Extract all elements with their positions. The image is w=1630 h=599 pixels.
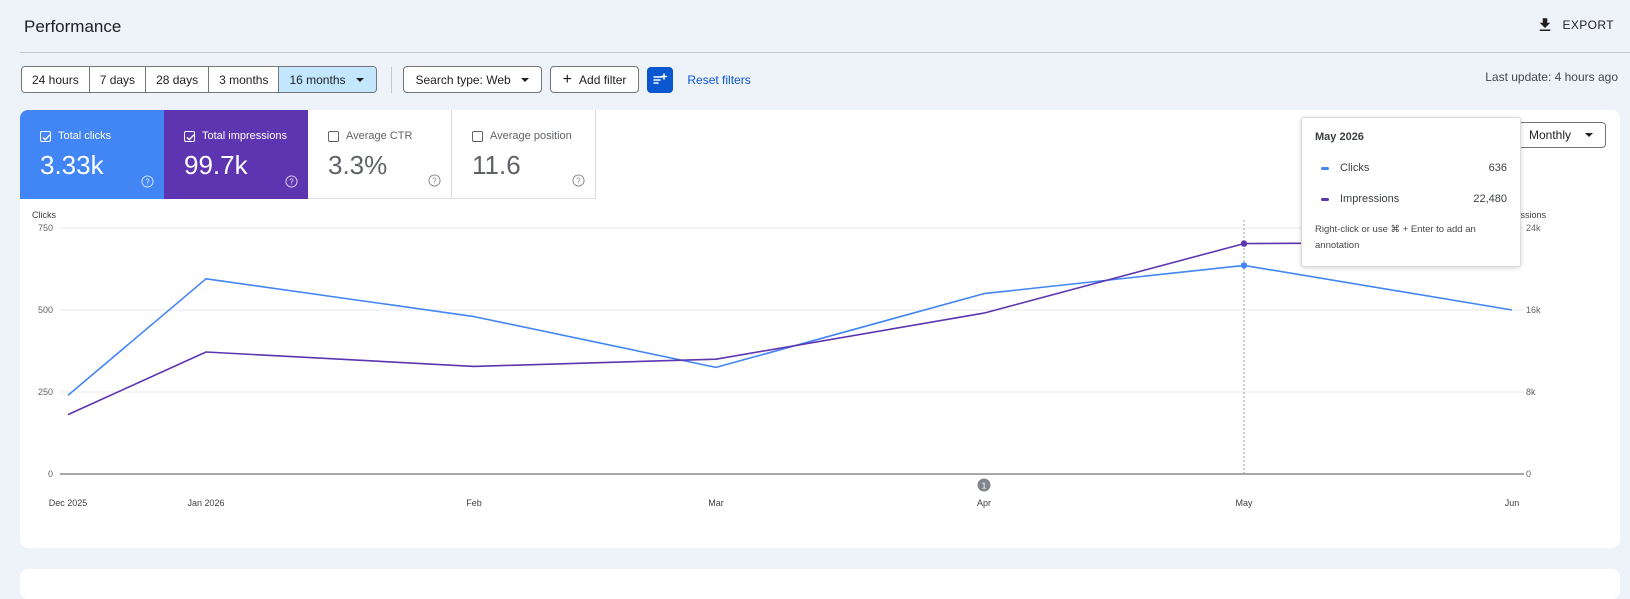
- toolbar: 24 hours 7 days 28 days 3 months 16 mont…: [21, 66, 751, 93]
- x-tick-label: Jan 2026: [187, 498, 224, 508]
- granularity-label: Monthly: [1528, 128, 1571, 142]
- tooltip-hint: Right-click or use ⌘ + Enter to add an a…: [1315, 224, 1476, 251]
- checkbox-unchecked-icon[interactable]: [472, 130, 483, 142]
- help-icon[interactable]: ?: [141, 175, 154, 188]
- tooltip-row-name: Clicks: [1340, 162, 1370, 174]
- metric-total-impressions[interactable]: Total impressions 99.7k ?: [164, 110, 308, 199]
- x-tick-label: Mar: [708, 498, 724, 508]
- svg-text:?: ?: [432, 176, 437, 185]
- help-icon[interactable]: ?: [428, 174, 441, 187]
- metric-value: 11.6: [472, 150, 521, 180]
- svg-text:?: ?: [576, 176, 581, 185]
- search-type-label: Search type: Web: [415, 72, 511, 87]
- hover-point-impressions: [1240, 240, 1248, 247]
- checkbox-checked-icon[interactable]: [184, 130, 195, 142]
- download-icon: [1540, 18, 1551, 31]
- metric-cards: Total clicks 3.33k ? Total impressions 9…: [20, 110, 596, 199]
- toolbar-divider: [390, 66, 392, 93]
- annotation-marker: [977, 478, 991, 492]
- tooltip-row-value: 22,480: [1473, 193, 1507, 205]
- tooltip-row-clicks: Clicks 636: [1315, 162, 1507, 174]
- checkbox-checked-icon[interactable]: [40, 130, 51, 142]
- x-tick-label: Feb: [466, 498, 482, 508]
- series-line-clicks: [67, 264, 1513, 396]
- metric-label: Average CTR: [346, 130, 413, 142]
- granularity-dropdown[interactable]: Monthly: [1515, 122, 1606, 148]
- last-update-text: Last update: 4 hours ago: [1485, 70, 1618, 84]
- x-tick-label: May: [1235, 498, 1253, 508]
- hover-point-clicks: [1240, 262, 1248, 269]
- metric-total-clicks[interactable]: Total clicks 3.33k ?: [20, 110, 164, 199]
- chart-tooltip: May 2026 Clicks 636 Impressions 22,480 R…: [1301, 117, 1521, 267]
- y-tick-right: 24k: [1526, 223, 1541, 233]
- plus-icon: +: [562, 70, 573, 88]
- add-filter-label: Add filter: [579, 72, 627, 87]
- performance-line-chart: 0 250 500 750 0 8k 16k 24k Clicks Impressions Dec …: [32, 210, 1547, 508]
- series-line-impressions: [67, 241, 1513, 416]
- metric-value: 3.3%: [328, 150, 388, 180]
- metric-label: Average position: [490, 130, 572, 142]
- metric-average-ctr[interactable]: Average CTR 3.3% ?: [308, 110, 452, 199]
- header-divider: [20, 52, 1630, 53]
- x-tick-label: Jun: [1505, 498, 1520, 508]
- help-icon[interactable]: ?: [572, 174, 585, 187]
- range-16-months[interactable]: 16 months: [279, 67, 376, 92]
- metric-value: 99.7k: [184, 150, 248, 180]
- y-axis-title-right: Impressions: [1497, 210, 1546, 220]
- metric-label: Total clicks: [58, 130, 112, 142]
- tooltip-row-value: 636: [1488, 162, 1507, 174]
- x-tick-label: Dec 2025: [49, 498, 88, 508]
- metric-value: 3.33k: [40, 150, 104, 180]
- range-16-months-label: 16 months: [289, 72, 346, 87]
- metric-label: Total impressions: [202, 130, 287, 142]
- checkbox-unchecked-icon[interactable]: [328, 130, 339, 142]
- queries-table-card: [20, 569, 1620, 599]
- svg-text:?: ?: [289, 177, 294, 186]
- y-tick-left: 250: [38, 387, 53, 397]
- y-axis-title-left: Clicks: [32, 210, 56, 220]
- reset-filters-link[interactable]: Reset filters: [687, 72, 751, 87]
- range-28-days[interactable]: 28 days: [146, 67, 210, 92]
- impressions-swatch: [1321, 197, 1329, 201]
- date-range-group: 24 hours 7 days 28 days 3 months 16 mont…: [21, 66, 377, 93]
- range-3-months[interactable]: 3 months: [209, 67, 280, 92]
- range-24-hours[interactable]: 24 hours: [22, 67, 90, 92]
- export-button[interactable]: EXPORT: [1536, 16, 1614, 34]
- x-tick-label: Apr: [977, 498, 991, 508]
- tooltip-title: May 2026: [1315, 131, 1364, 143]
- search-type-dropdown[interactable]: Search type: Web: [402, 66, 542, 93]
- tooltip-row-impressions: Impressions 22,480: [1315, 193, 1507, 205]
- y-tick-left: 0: [48, 469, 53, 479]
- svg-text:?: ?: [145, 177, 150, 186]
- y-tick-right: 8k: [1526, 387, 1536, 397]
- chevron-down-icon: [1585, 133, 1593, 137]
- export-label: EXPORT: [1562, 18, 1614, 32]
- y-tick-left: 750: [38, 223, 53, 233]
- help-icon[interactable]: ?: [285, 175, 298, 188]
- filter-options-button[interactable]: [647, 66, 674, 93]
- metric-average-position[interactable]: Average position 11.6 ?: [452, 110, 596, 199]
- annotation-marker-label: 1: [982, 481, 987, 491]
- y-tick-right: 0: [1526, 469, 1531, 479]
- filter-icon: [653, 72, 668, 84]
- chevron-down-icon: [520, 77, 529, 82]
- range-7-days[interactable]: 7 days: [89, 67, 147, 92]
- y-tick-left: 500: [38, 305, 53, 315]
- clicks-swatch: [1321, 166, 1329, 170]
- chevron-down-icon: [355, 77, 364, 82]
- y-tick-right: 16k: [1526, 305, 1541, 315]
- add-filter-button[interactable]: + Add filter: [549, 66, 640, 93]
- tooltip-row-name: Impressions: [1340, 193, 1400, 205]
- page-title: Performance: [24, 17, 122, 36]
